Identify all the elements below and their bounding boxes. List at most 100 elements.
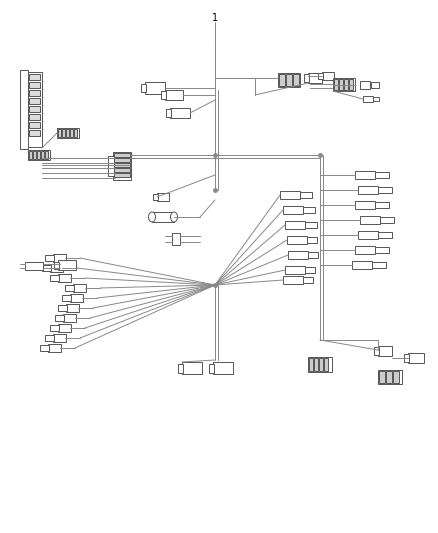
Bar [309, 358, 313, 371]
Bar [45, 151, 48, 159]
Bar [408, 353, 424, 363]
Bar [55, 315, 64, 321]
Bar [152, 212, 174, 222]
Bar [29, 114, 40, 120]
Bar [114, 173, 130, 177]
Bar [73, 284, 86, 292]
Bar [280, 191, 300, 199]
Bar [318, 73, 323, 79]
Bar [372, 262, 386, 268]
Bar [293, 74, 299, 86]
Bar [344, 79, 348, 90]
Bar [50, 275, 59, 281]
Bar [286, 74, 292, 86]
Bar [170, 108, 190, 118]
Bar [349, 79, 353, 90]
Bar [53, 334, 66, 342]
Bar [65, 285, 74, 291]
Bar [41, 151, 44, 159]
Bar [29, 122, 40, 128]
Bar [333, 78, 355, 91]
Bar [70, 129, 73, 137]
Bar [114, 158, 130, 162]
Bar [319, 358, 323, 371]
Bar [307, 237, 317, 243]
Bar [20, 70, 28, 149]
Bar [28, 150, 50, 160]
Bar [29, 90, 40, 96]
Bar [29, 82, 40, 88]
Bar [157, 193, 169, 201]
Bar [288, 251, 308, 259]
Bar [62, 295, 71, 301]
Bar [29, 98, 40, 104]
Bar [70, 294, 83, 302]
Bar [58, 129, 61, 137]
Bar [283, 276, 303, 284]
Bar [33, 151, 36, 159]
Bar [182, 362, 202, 374]
Bar [287, 236, 307, 244]
Bar [379, 371, 385, 383]
Bar [58, 260, 76, 270]
Bar [285, 221, 305, 229]
Bar [66, 304, 79, 312]
Bar [45, 335, 54, 341]
Bar [324, 358, 328, 371]
Text: 1: 1 [212, 13, 218, 23]
Bar [29, 74, 40, 80]
Bar [209, 364, 214, 373]
Bar [165, 90, 183, 100]
Bar [386, 371, 392, 383]
Bar [358, 231, 378, 239]
Bar [40, 345, 49, 351]
Bar [322, 72, 334, 80]
Bar [375, 172, 389, 178]
Bar [278, 73, 300, 87]
Bar [358, 186, 378, 194]
Bar [54, 262, 59, 269]
Bar [355, 171, 375, 179]
Bar [113, 152, 131, 180]
Bar [305, 222, 317, 228]
Bar [37, 151, 40, 159]
Bar [375, 247, 389, 253]
Bar [285, 266, 305, 274]
Ellipse shape [170, 212, 177, 222]
Bar [393, 371, 399, 383]
Bar [374, 347, 379, 355]
Bar [303, 277, 313, 283]
Bar [62, 129, 65, 137]
Bar [300, 192, 312, 198]
Bar [303, 207, 315, 213]
Bar [375, 202, 389, 208]
Bar [352, 261, 372, 269]
Bar [50, 325, 59, 331]
Bar [314, 358, 318, 371]
Ellipse shape [148, 212, 155, 222]
Bar [48, 344, 61, 352]
Bar [58, 274, 71, 282]
Bar [363, 96, 373, 102]
Bar [66, 129, 69, 137]
Bar [25, 262, 43, 270]
Bar [45, 255, 54, 261]
Bar [308, 357, 332, 372]
Bar [145, 82, 165, 94]
Bar [172, 233, 180, 245]
Bar [380, 217, 394, 223]
Bar [58, 305, 67, 311]
Bar [178, 364, 183, 373]
Bar [339, 79, 343, 90]
Bar [114, 168, 130, 172]
Bar [153, 194, 158, 200]
Bar [141, 84, 146, 92]
Bar [114, 163, 130, 167]
Bar [161, 91, 166, 99]
Bar [373, 97, 379, 101]
Bar [27, 72, 42, 147]
Bar [108, 156, 114, 176]
Bar [58, 324, 71, 332]
Bar [360, 216, 380, 224]
Bar [63, 314, 76, 322]
